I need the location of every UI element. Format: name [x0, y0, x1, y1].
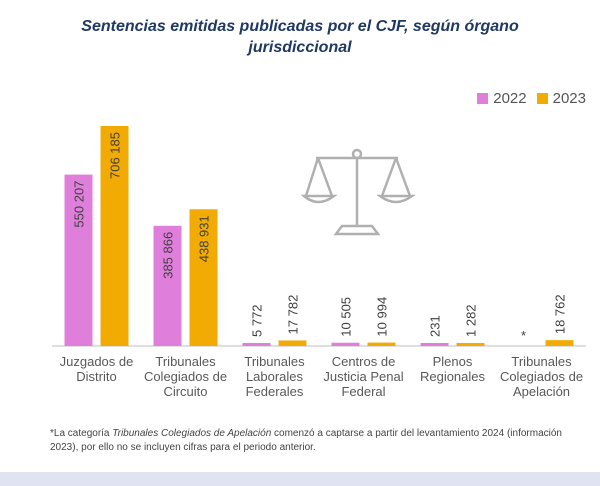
bar-2022-3	[331, 342, 360, 346]
footnote-prefix: *La categoría	[50, 428, 113, 439]
category-label-5: Tribunales Colegiados de Apelación	[500, 354, 583, 399]
bar-2023-0	[100, 126, 129, 346]
legend-label-2022: 2022	[493, 90, 527, 107]
value-label-2023-3: 10 994	[375, 297, 390, 337]
footnote-category: Tribunales Colegiados de Apelación	[112, 428, 272, 439]
bar-2023-1	[189, 209, 218, 346]
value-label-2022-5: *	[521, 328, 526, 343]
value-label-2023-1: 438 931	[197, 215, 212, 262]
value-label-2022-3: 10 505	[339, 297, 354, 337]
category-label-1: Tribunales Colegiados de Circuito	[144, 354, 227, 399]
footnote-suffix: comenzó a captarse a partir del levantam…	[50, 428, 562, 453]
chart-title: Sentencias emitidas publicadas por el CJ…	[81, 18, 519, 56]
bar-2022-2	[242, 343, 271, 346]
bar-2022-4	[420, 343, 449, 346]
bar-chart: 550 207 706 185 Juzgados de Distrito 385 866…	[52, 126, 586, 399]
category-label-3: Centros de Justicia Penal Federal	[323, 354, 403, 399]
value-label-2022-1: 385 866	[161, 232, 176, 279]
bar-2022-0	[64, 174, 93, 346]
bar-2023-2	[278, 340, 307, 346]
bar-2023-5	[545, 340, 574, 346]
category-label-4: Plenos Regionales	[420, 354, 486, 384]
legend-swatch-2022	[477, 93, 489, 104]
value-label-2023-4: 1 282	[464, 304, 479, 337]
category-label-2: Tribunales Laborales Federales	[244, 354, 305, 399]
legend-swatch-2023	[536, 93, 548, 104]
bar-2023-3	[367, 342, 396, 346]
value-label-2022-4: 231	[428, 315, 443, 337]
bar-2023-4	[456, 343, 485, 346]
scales-of-justice-icon	[300, 148, 416, 236]
chart-legend: 2022 2023	[477, 90, 586, 107]
legend-item-2022: 2022	[477, 90, 527, 107]
bar-2022-1	[153, 225, 182, 346]
legend-item-2023: 2023	[536, 90, 586, 107]
value-label-2022-0: 550 207	[72, 181, 87, 228]
value-label-2022-2: 5 772	[250, 304, 265, 337]
bottom-band	[0, 472, 600, 486]
footnote: *La categoría Tribunales Colegiados de A…	[50, 427, 590, 455]
legend-label-2023: 2023	[552, 90, 586, 107]
value-label-2023-2: 17 782	[286, 295, 301, 335]
labels-group: 550 207 706 185 Juzgados de Distrito 385 866…	[60, 132, 583, 399]
value-label-2023-0: 706 185	[108, 132, 123, 179]
value-label-2023-5: 18 762	[553, 294, 568, 334]
bars-group	[64, 126, 574, 346]
category-label-0: Juzgados de Distrito	[60, 354, 134, 384]
